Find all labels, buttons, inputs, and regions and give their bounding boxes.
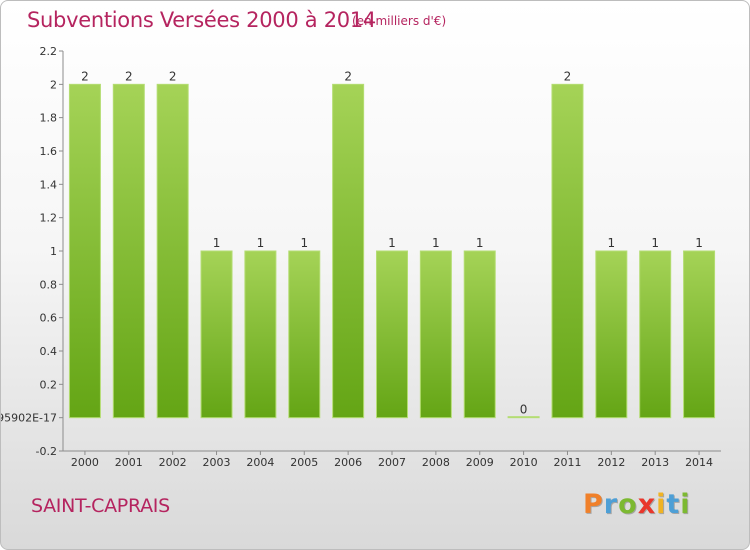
- y-tick-label: 0.2: [40, 378, 58, 391]
- y-tick-label: 0.4: [40, 345, 58, 358]
- bar: [683, 250, 716, 419]
- data-label: 1: [257, 236, 265, 250]
- data-label: 1: [476, 236, 484, 250]
- data-label: 1: [300, 236, 308, 250]
- x-tick-label: 2005: [290, 456, 318, 469]
- bar: [639, 250, 672, 419]
- y-tick-label: 1: [50, 245, 57, 258]
- y-tick-label: 1.4: [40, 178, 58, 191]
- data-label: 1: [432, 236, 440, 250]
- data-label: 1: [213, 236, 221, 250]
- x-tick-label: 2006: [334, 456, 362, 469]
- x-tick-label: 2011: [553, 456, 581, 469]
- bar: [332, 83, 365, 419]
- logo-letter: P: [583, 489, 604, 520]
- x-tick-label: 2008: [422, 456, 450, 469]
- y-tick-label: 0.6: [40, 312, 58, 325]
- data-label: 1: [608, 236, 616, 250]
- bar: [288, 250, 321, 419]
- data-label: 1: [651, 236, 659, 250]
- y-tick-label: 2: [50, 78, 57, 91]
- bar: [68, 83, 101, 419]
- data-label: 2: [564, 69, 572, 83]
- data-label: 1: [695, 236, 703, 250]
- data-label: 2: [81, 69, 89, 83]
- y-tick-label: 0.8: [40, 278, 58, 291]
- commune-name: SAINT-CAPRAIS: [31, 495, 170, 517]
- logo-letter: i: [656, 489, 667, 520]
- y-tick-label: 1.8: [40, 112, 58, 125]
- logo-letter: r: [603, 489, 619, 520]
- x-tick-label: 2001: [115, 456, 143, 469]
- logo-letter: x: [637, 489, 657, 520]
- x-tick-label: 2012: [597, 456, 625, 469]
- bar: [463, 250, 496, 419]
- proxiti-logo: Proxiti: [583, 489, 691, 520]
- y-tick-label: 2.2: [40, 45, 58, 58]
- logo-letter: t: [666, 489, 681, 520]
- logo-letter: i: [680, 489, 691, 520]
- chart-unit-label: (en milliers d'€): [352, 14, 447, 28]
- x-tick-label: 2010: [510, 456, 538, 469]
- logo-letter: o: [618, 489, 638, 520]
- chart-title: Subventions Versées 2000 à 2014: [27, 8, 376, 32]
- bar: [376, 250, 408, 419]
- data-label: 0: [520, 403, 528, 417]
- x-tick-label: 2007: [378, 456, 406, 469]
- x-tick-label: 2002: [159, 456, 187, 469]
- data-label: 2: [169, 69, 177, 83]
- bar: [419, 250, 452, 419]
- data-label: 2: [125, 69, 133, 83]
- x-tick-label: 2003: [203, 456, 231, 469]
- bar: [112, 83, 145, 419]
- x-tick-label: 2000: [71, 456, 99, 469]
- bar: [200, 250, 233, 419]
- x-tick-label: 2009: [466, 456, 494, 469]
- x-tick-label: 2014: [685, 456, 713, 469]
- x-tick-label: 2004: [246, 456, 274, 469]
- bar: [507, 416, 540, 419]
- data-label: 1: [388, 236, 396, 250]
- bar: [595, 250, 628, 419]
- bar: [244, 250, 277, 419]
- y-tick-label: -1.5265566588595902E-17: [1, 412, 57, 425]
- data-label: 2: [344, 69, 352, 83]
- y-tick-label: 1.6: [40, 145, 58, 158]
- bar: [551, 83, 584, 419]
- bar: [156, 83, 189, 419]
- y-tick-label: -0.2: [36, 445, 57, 458]
- y-tick-label: 1.2: [40, 212, 58, 225]
- x-tick-label: 2013: [641, 456, 669, 469]
